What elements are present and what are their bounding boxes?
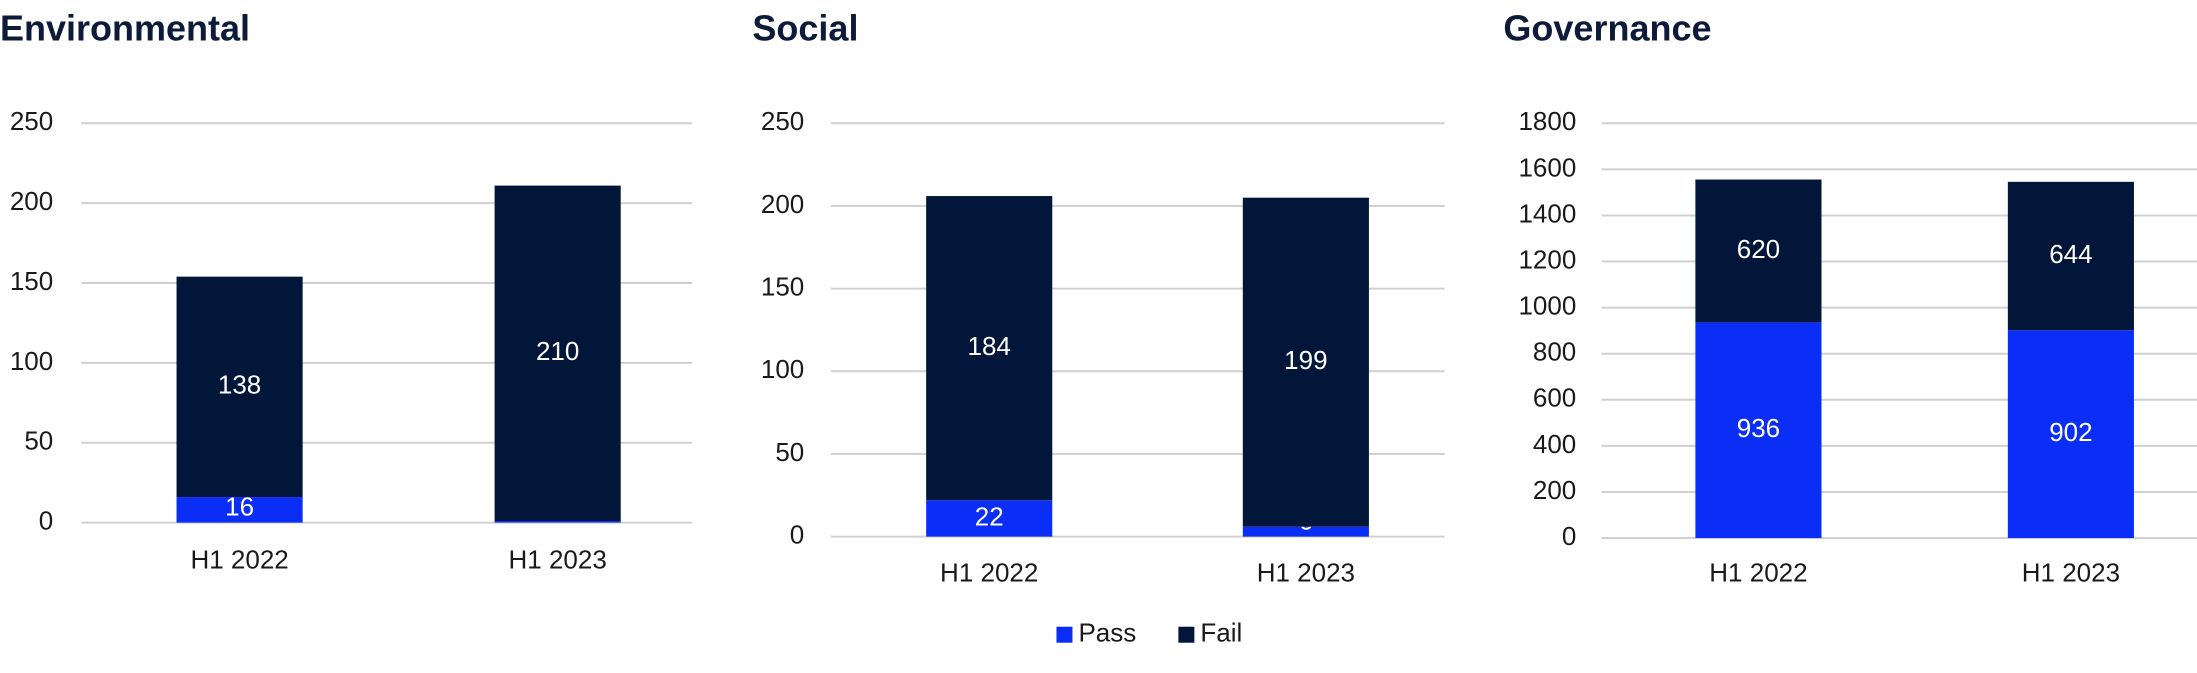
- y-tick-label: 1600: [1518, 152, 1576, 182]
- y-tick-label: 50: [775, 437, 804, 467]
- value-label: 184: [968, 331, 1011, 361]
- bar-segment: [1695, 179, 1822, 323]
- value-label: 22: [975, 501, 1004, 531]
- value-label: 210: [536, 336, 579, 366]
- bar-segment: [926, 196, 1053, 501]
- y-tick-label: 400: [1533, 429, 1576, 459]
- value-label: 620: [1737, 234, 1780, 264]
- y-tick-label: 100: [761, 354, 804, 384]
- x-tick-label: H1 2023: [1257, 557, 1355, 587]
- value-label: 199: [1284, 345, 1327, 375]
- y-tick-label: 150: [10, 266, 53, 296]
- bar-segment: [176, 497, 303, 523]
- chart-title: Environmental: [0, 7, 250, 48]
- bar-segment: [2007, 181, 2134, 331]
- legend-swatch: [1056, 626, 1073, 643]
- y-tick-label: 1800: [1518, 106, 1576, 136]
- y-tick-label: 100: [10, 346, 53, 376]
- x-tick-label: H1 2023: [2022, 557, 2120, 587]
- value-label: 936: [1737, 413, 1780, 443]
- bar-segment: [494, 521, 621, 523]
- value-label: 902: [2049, 417, 2092, 447]
- y-tick-label: 250: [10, 106, 53, 136]
- bar-segment: [1242, 197, 1369, 527]
- legend-swatch: [1178, 626, 1195, 643]
- y-tick-label: 0: [790, 520, 804, 550]
- y-tick-label: 200: [10, 186, 53, 216]
- bar-segment: [1695, 322, 1822, 539]
- y-tick-label: 250: [761, 106, 804, 136]
- bar-segment: [926, 500, 1053, 537]
- y-tick-label: 0: [1562, 521, 1576, 551]
- x-tick-label: H1 2022: [940, 557, 1038, 587]
- bar-segment: [176, 276, 303, 498]
- x-tick-label: H1 2023: [509, 545, 607, 575]
- y-tick-label: 1000: [1518, 291, 1576, 321]
- y-tick-label: 800: [1533, 337, 1576, 367]
- bar-segment: [1242, 526, 1369, 537]
- y-tick-label: 600: [1533, 383, 1576, 413]
- chart-title: Governance: [1503, 7, 1711, 48]
- chart-title: Social: [752, 7, 858, 48]
- y-tick-label: 150: [761, 272, 804, 302]
- value-label: 644: [2049, 239, 2092, 269]
- y-tick-label: 1200: [1518, 244, 1576, 274]
- y-tick-label: 200: [1533, 475, 1576, 505]
- bar-segment: [2007, 330, 2134, 539]
- y-tick-label: 50: [24, 426, 53, 456]
- x-tick-label: H1 2022: [190, 545, 288, 575]
- bar-segment: [494, 185, 621, 522]
- y-tick-label: 1400: [1518, 198, 1576, 228]
- legend-label: Pass: [1078, 618, 1136, 648]
- value-label: 138: [218, 370, 261, 400]
- y-tick-label: 200: [761, 189, 804, 219]
- legend-label: Fail: [1200, 618, 1242, 648]
- x-tick-label: H1 2022: [1709, 557, 1807, 587]
- y-tick-label: 0: [39, 506, 53, 536]
